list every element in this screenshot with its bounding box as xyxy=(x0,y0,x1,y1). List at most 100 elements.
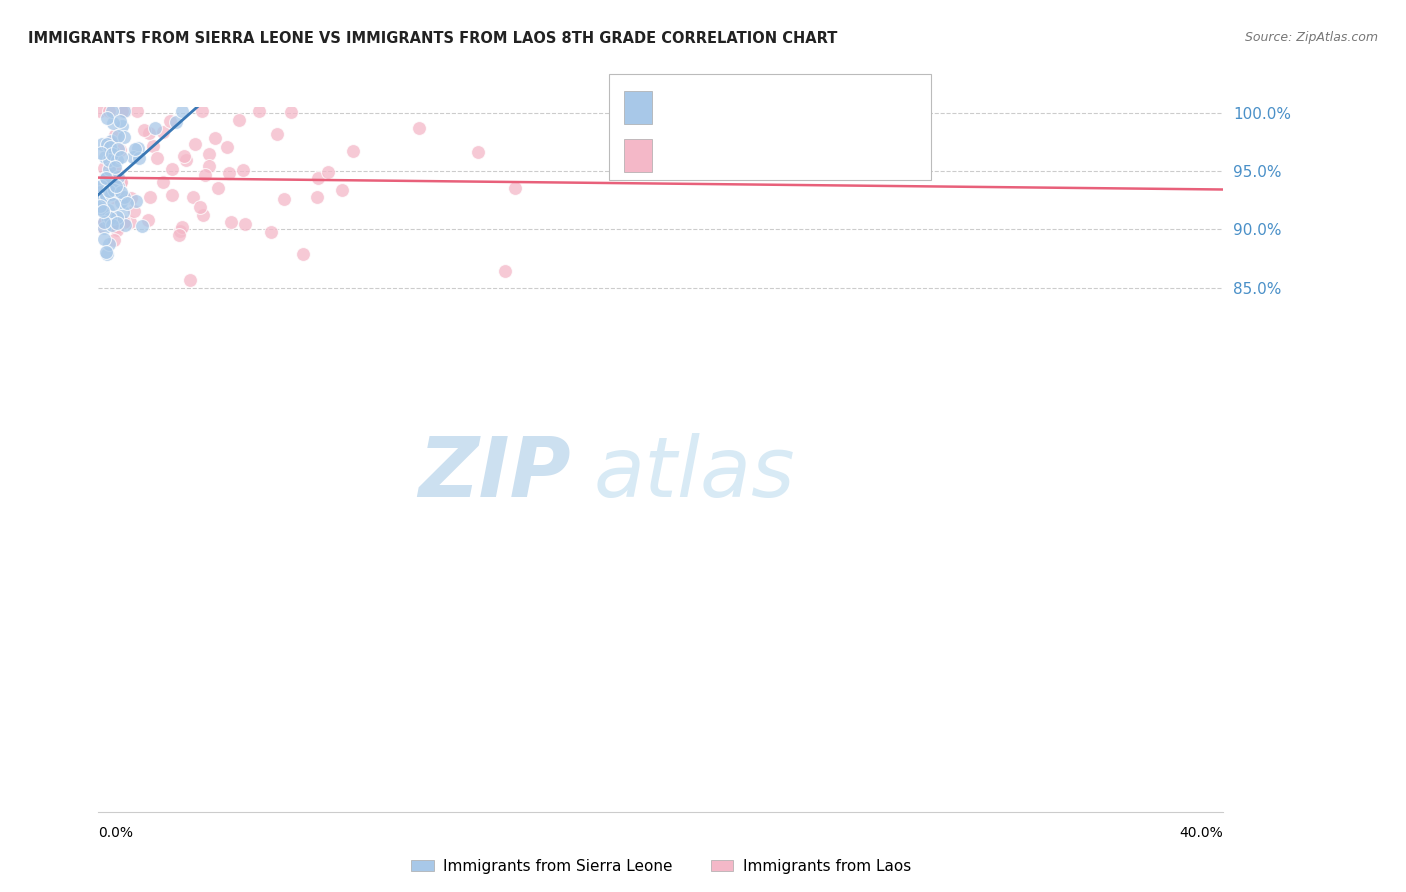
Point xyxy=(307,170,329,185)
Point xyxy=(146,151,169,165)
Point xyxy=(138,126,160,140)
Text: R =  0.020: R = 0.020 xyxy=(659,146,748,164)
Point xyxy=(110,176,132,190)
Point xyxy=(152,125,174,139)
Point xyxy=(110,186,132,200)
Point xyxy=(104,160,127,174)
Point xyxy=(122,150,145,164)
Point xyxy=(191,208,214,222)
Point xyxy=(105,165,128,179)
Point xyxy=(93,161,115,176)
Point xyxy=(112,103,135,118)
Point xyxy=(107,182,129,196)
Point xyxy=(94,171,117,186)
Point xyxy=(266,127,288,141)
Point xyxy=(94,189,117,203)
Point xyxy=(198,160,221,174)
Text: Source: ZipAtlas.com: Source: ZipAtlas.com xyxy=(1244,31,1378,45)
Point xyxy=(107,179,129,194)
Point xyxy=(228,113,250,128)
Point xyxy=(136,213,159,227)
Point xyxy=(170,103,193,118)
Point xyxy=(235,218,257,232)
Point xyxy=(188,200,211,214)
Point xyxy=(173,149,195,163)
Point xyxy=(127,141,149,155)
Point xyxy=(91,136,114,151)
Point xyxy=(221,215,243,229)
Point xyxy=(110,150,132,164)
Point xyxy=(110,143,132,157)
Point xyxy=(105,216,128,230)
Point xyxy=(98,161,121,176)
Point xyxy=(98,187,121,202)
Point xyxy=(89,219,111,234)
Point xyxy=(110,175,132,189)
Point xyxy=(103,116,125,130)
Point xyxy=(160,161,183,176)
Point xyxy=(93,220,115,235)
Point xyxy=(494,264,516,278)
Point xyxy=(105,216,128,230)
Point xyxy=(128,151,150,165)
Point xyxy=(98,211,121,225)
Point xyxy=(105,219,128,234)
Point xyxy=(98,135,121,149)
Point xyxy=(89,199,111,213)
Point xyxy=(101,219,124,233)
Point xyxy=(104,179,127,194)
Point xyxy=(98,168,121,182)
Point xyxy=(273,193,295,207)
Point xyxy=(124,142,146,156)
Point xyxy=(96,111,118,125)
Point xyxy=(97,211,120,226)
Point xyxy=(194,169,217,183)
Point xyxy=(152,175,174,189)
Text: 40.0%: 40.0% xyxy=(1180,826,1223,839)
Point xyxy=(94,170,117,185)
Point xyxy=(112,130,135,145)
Point xyxy=(96,137,118,152)
Point xyxy=(101,190,124,204)
Point xyxy=(207,181,229,195)
Point xyxy=(115,196,138,211)
Point xyxy=(125,194,148,208)
Point xyxy=(98,237,121,252)
Point xyxy=(112,189,135,203)
Point xyxy=(132,123,155,137)
Point xyxy=(505,181,527,195)
Point xyxy=(114,218,136,232)
Point xyxy=(169,224,191,238)
Point xyxy=(118,215,141,229)
Point xyxy=(110,194,132,209)
Point xyxy=(94,171,117,186)
Point xyxy=(103,145,125,159)
Point xyxy=(139,189,162,203)
Point xyxy=(104,128,127,142)
Text: ZIP: ZIP xyxy=(418,433,571,514)
Point xyxy=(215,140,238,154)
Text: 0.0%: 0.0% xyxy=(98,826,134,839)
Point xyxy=(307,190,329,204)
Point xyxy=(342,145,364,159)
Point xyxy=(100,187,122,202)
Point xyxy=(98,140,121,154)
Point xyxy=(165,115,187,129)
Point xyxy=(218,166,240,180)
Text: IMMIGRANTS FROM SIERRA LEONE VS IMMIGRANTS FROM LAOS 8TH GRADE CORRELATION CHART: IMMIGRANTS FROM SIERRA LEONE VS IMMIGRAN… xyxy=(28,31,838,46)
Point xyxy=(91,204,114,219)
Point xyxy=(280,105,302,120)
Point xyxy=(93,215,115,229)
Point xyxy=(89,185,111,199)
Point xyxy=(94,244,117,259)
Point xyxy=(112,205,135,219)
Point xyxy=(107,129,129,144)
Point xyxy=(198,146,221,161)
Point xyxy=(105,210,128,224)
Point xyxy=(90,146,112,161)
Point xyxy=(259,225,281,239)
Point xyxy=(89,192,111,206)
Text: atlas: atlas xyxy=(593,433,794,514)
Point xyxy=(467,145,489,160)
Point xyxy=(100,134,122,148)
